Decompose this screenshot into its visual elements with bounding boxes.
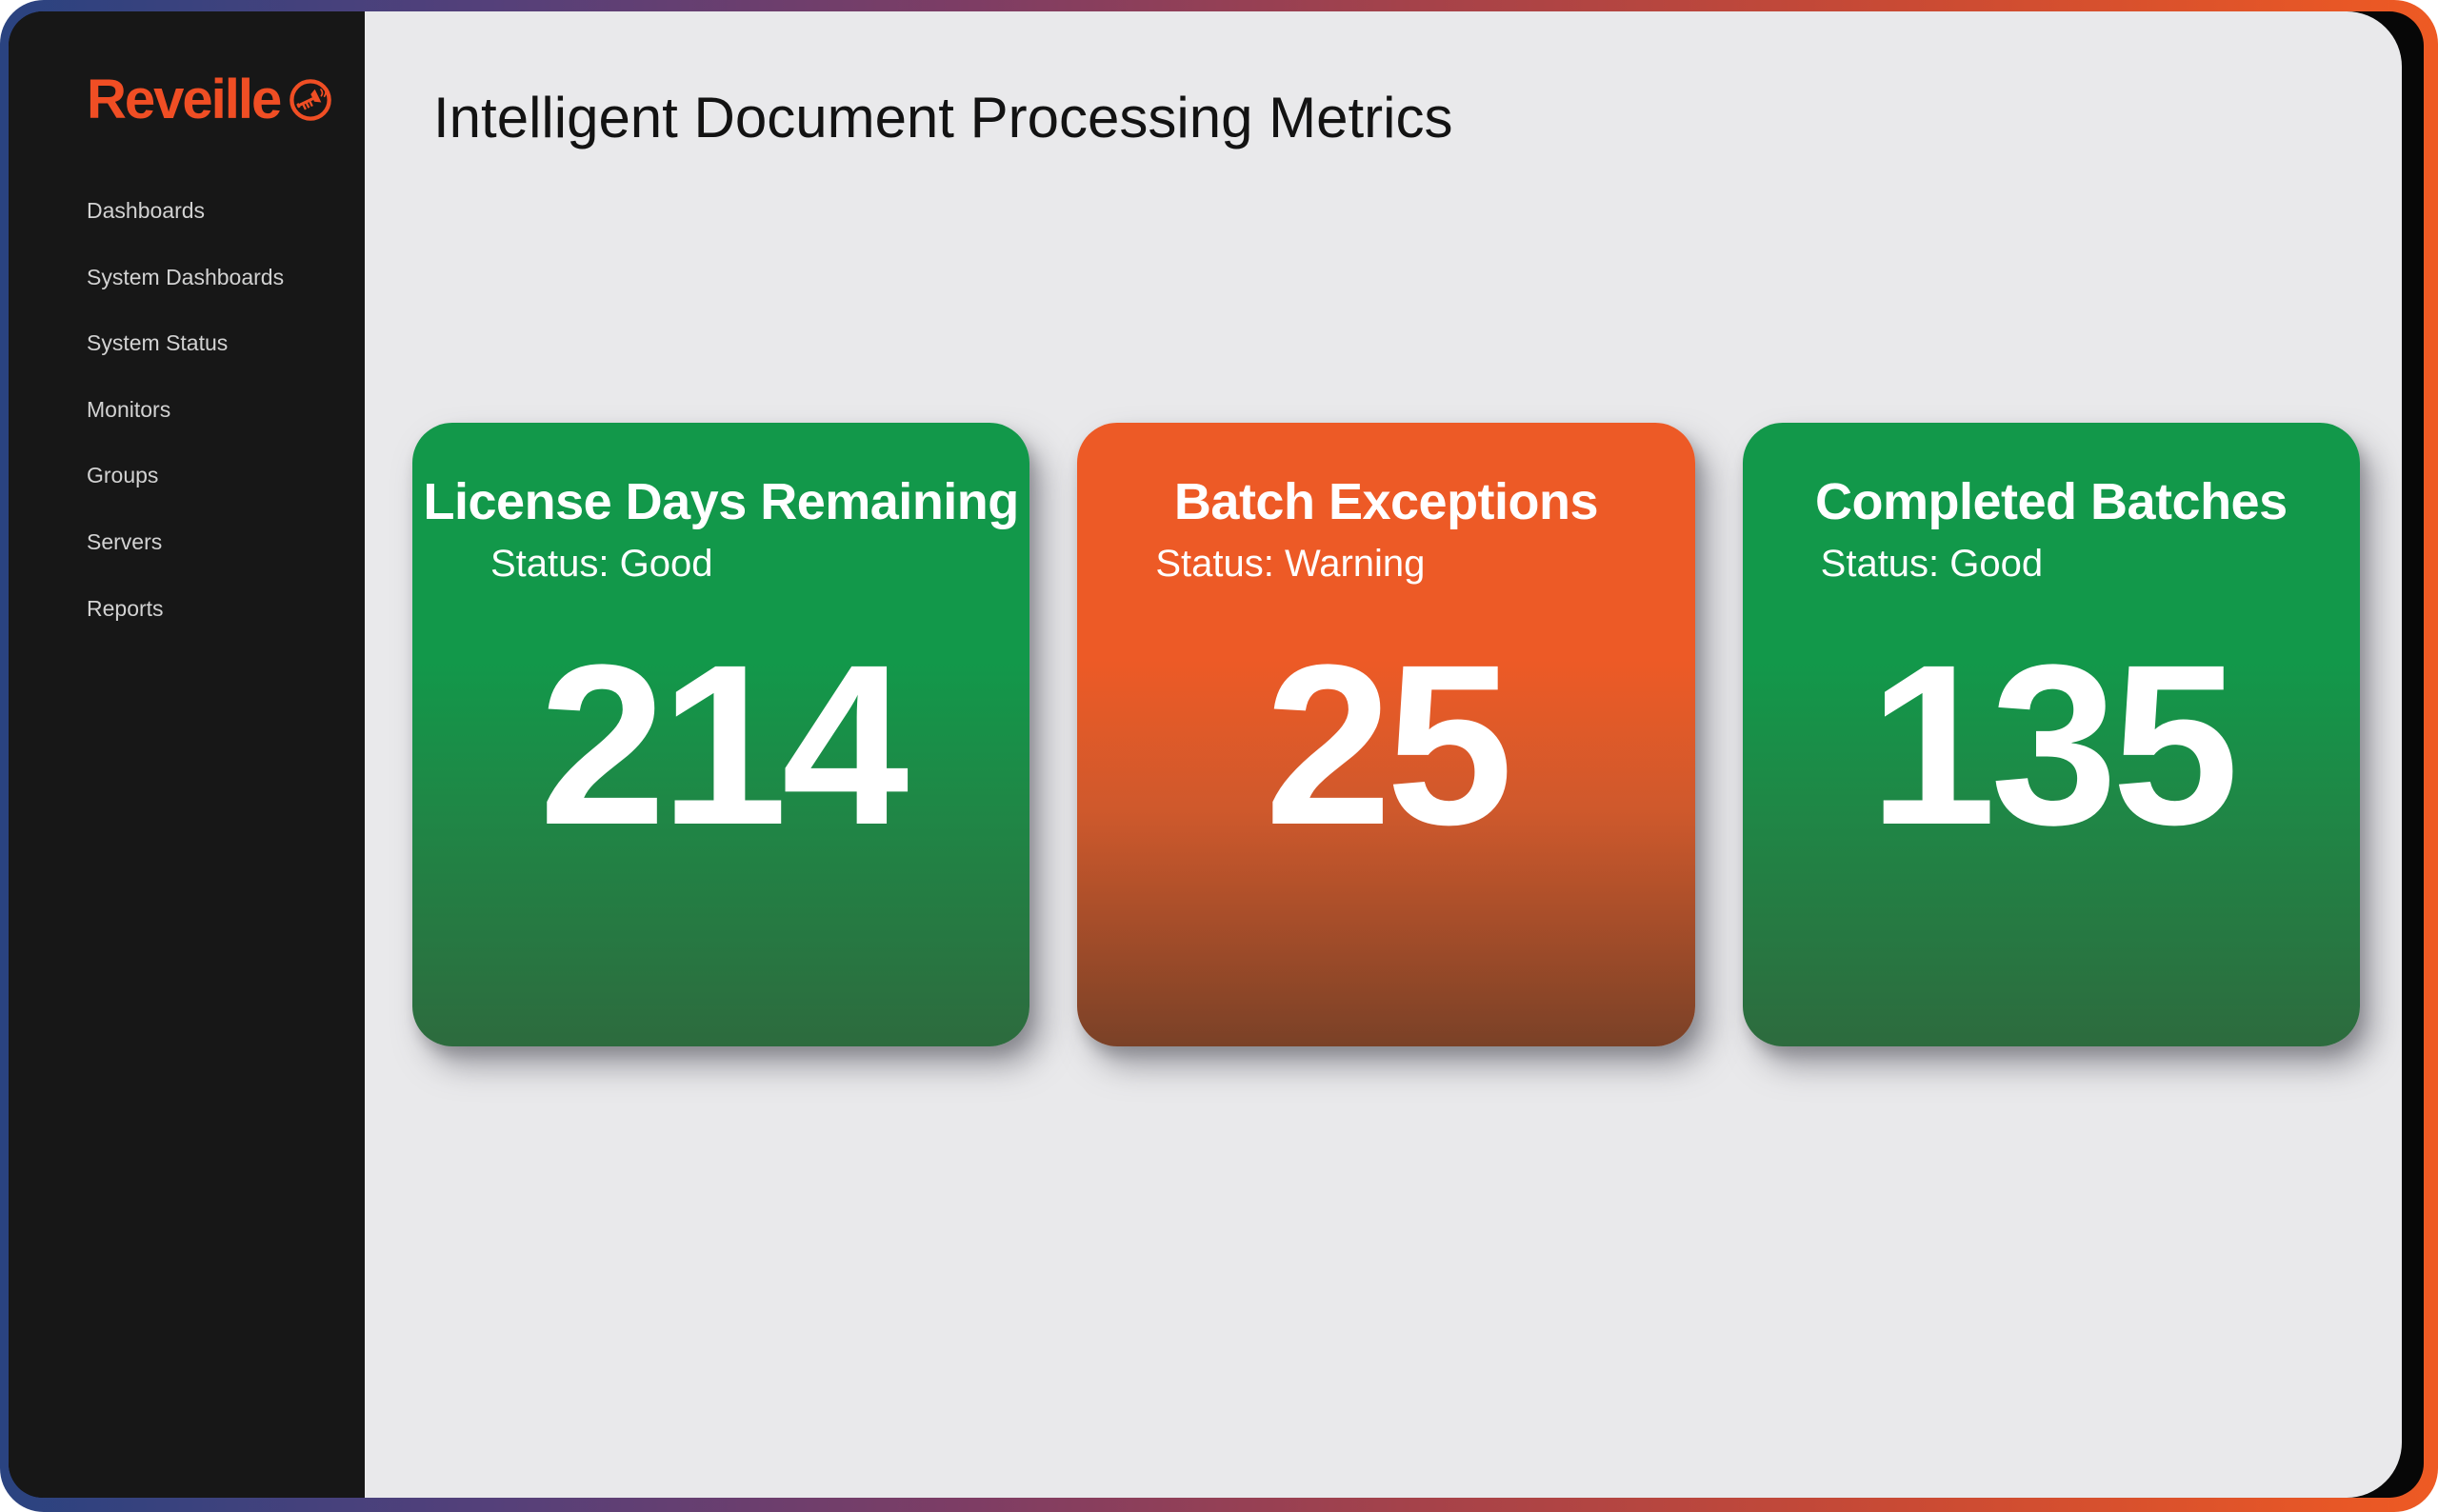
metric-title: Completed Batches [1815,473,2288,530]
metric-value: 25 [1265,617,1513,872]
metric-title: License Days Remaining [423,473,1020,530]
status-badge: Status: Good [1820,543,2044,585]
page-title: Intelligent Document Processing Metrics [433,86,1453,149]
main-content: Intelligent Document Processing Metrics … [365,11,2402,1498]
metric-cards: License Days Remaining Status: Good 214 … [365,423,2402,1046]
metric-card-license-days-remaining[interactable]: License Days Remaining Status: Good 214 [412,423,1030,1046]
metric-value: 135 [1868,617,2239,872]
metric-card-batch-exceptions[interactable]: Batch Exceptions Status: Warning 25 [1077,423,1695,1046]
sidebar-nav: Dashboards System Dashboards System Stat… [87,198,365,622]
sidebar-item-system-status[interactable]: System Status [87,330,229,356]
sidebar-item-monitors[interactable]: Monitors [87,396,171,422]
bugle-icon [290,79,332,121]
sidebar-item-servers[interactable]: Servers [87,528,163,554]
app-window: Reveille Dashboards [9,11,2424,1498]
brand-name: Reveille [87,69,282,130]
sidebar-item-groups[interactable]: Groups [87,463,159,488]
brand-logo: Reveille [87,72,365,128]
metric-card-completed-batches[interactable]: Completed Batches Status: Good 135 [1742,423,2360,1046]
sidebar-item-reports[interactable]: Reports [87,595,164,621]
status-badge: Status: Good [490,543,713,585]
sidebar-item-dashboards[interactable]: Dashboards [87,198,206,223]
metric-value: 214 [538,617,909,872]
sidebar: Reveille Dashboards [9,11,365,1498]
metric-title: Batch Exceptions [1173,473,1599,530]
sidebar-item-system-dashboards[interactable]: System Dashboards [87,264,285,289]
status-badge: Status: Warning [1155,543,1426,585]
